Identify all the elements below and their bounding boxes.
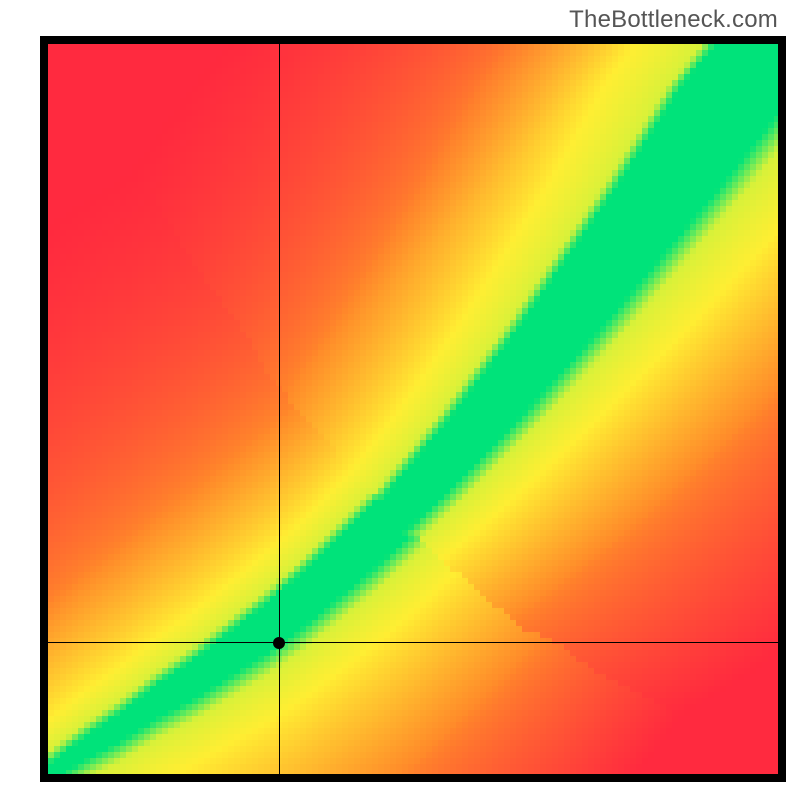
crosshair-horizontal — [48, 642, 778, 643]
watermark-text: TheBottleneck.com — [569, 6, 778, 34]
heatmap-canvas — [48, 44, 778, 774]
crosshair-marker — [273, 637, 285, 649]
crosshair-vertical — [279, 44, 280, 774]
plot-area — [48, 44, 778, 774]
